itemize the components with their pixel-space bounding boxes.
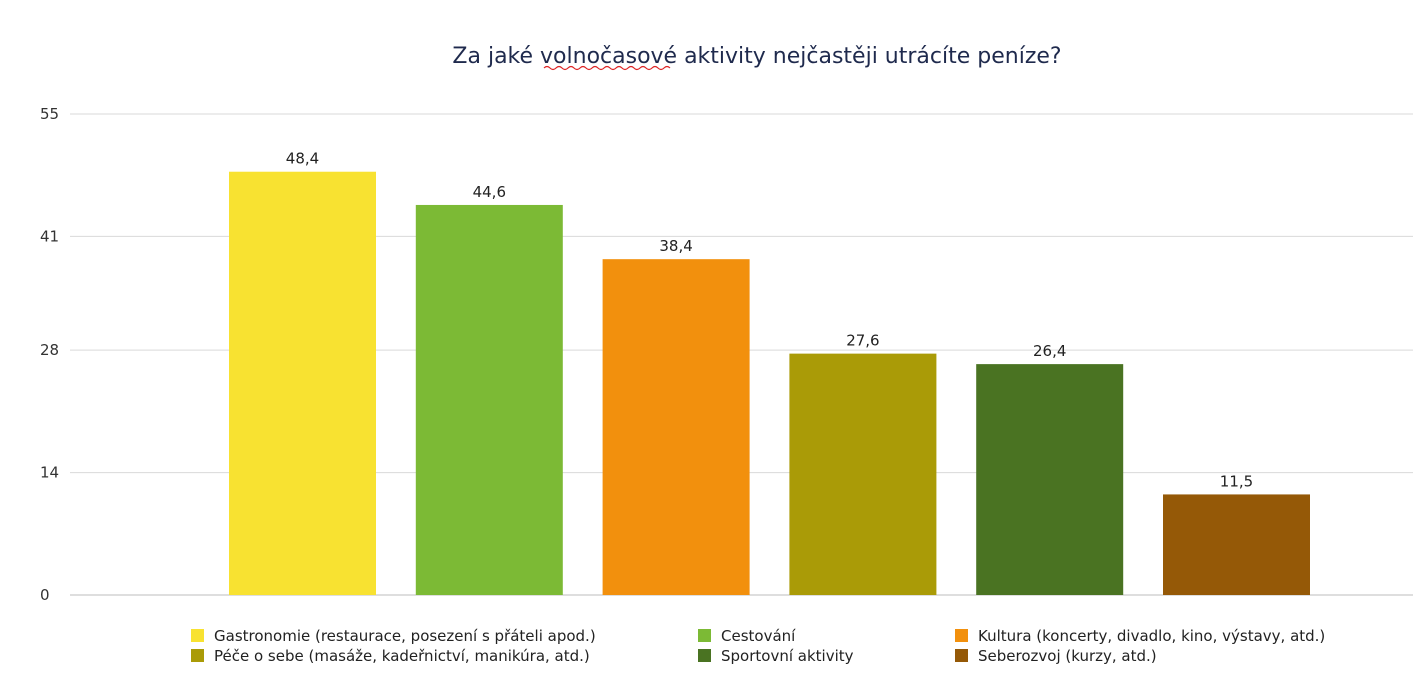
bar-value-label: 48,4	[286, 150, 319, 168]
bar	[229, 171, 376, 595]
legend-label: Péče o sebe (masáže, kadeřnictví, manikú…	[214, 647, 590, 665]
bar	[415, 204, 563, 595]
y-tick-label: 28	[40, 341, 59, 359]
legend: Gastronomie (restaurace, posezení s přát…	[191, 627, 1325, 665]
bar-value-label: 38,4	[659, 237, 692, 255]
chart-title: Za jaké volnočasové aktivity nejčastěji …	[452, 44, 1061, 69]
bar	[976, 364, 1124, 595]
legend-label: Kultura (koncerty, divadlo, kino, výstav…	[978, 627, 1325, 645]
legend-swatch	[698, 629, 711, 642]
bar	[789, 353, 937, 595]
legend-swatch	[191, 649, 204, 662]
y-tick-label: 14	[40, 464, 59, 482]
legend-swatch	[955, 649, 968, 662]
spellcheck-underline	[543, 65, 671, 71]
y-tick-label: 41	[40, 227, 59, 245]
y-tick-label: 0	[40, 586, 50, 604]
bar-value-label: 26,4	[1033, 342, 1066, 360]
bar-value-label: 11,5	[1220, 472, 1253, 490]
legend-label: Gastronomie (restaurace, posezení s přát…	[214, 627, 596, 645]
y-tick-label: 55	[40, 105, 59, 123]
legend-label: Seberozvoj (kurzy, atd.)	[978, 647, 1157, 665]
bar	[1163, 494, 1310, 595]
legend-swatch	[955, 629, 968, 642]
legend-swatch	[191, 629, 204, 642]
bar-value-label: 44,6	[473, 183, 506, 201]
legend-swatch	[698, 649, 711, 662]
bar	[602, 259, 750, 595]
bar-value-label: 27,6	[846, 332, 879, 350]
bars: 48,4 44,6 38,4 27,6 26,4 11,5	[229, 150, 1310, 595]
legend-label: Cestování	[721, 627, 796, 645]
legend-label: Sportovní aktivity	[721, 647, 854, 665]
